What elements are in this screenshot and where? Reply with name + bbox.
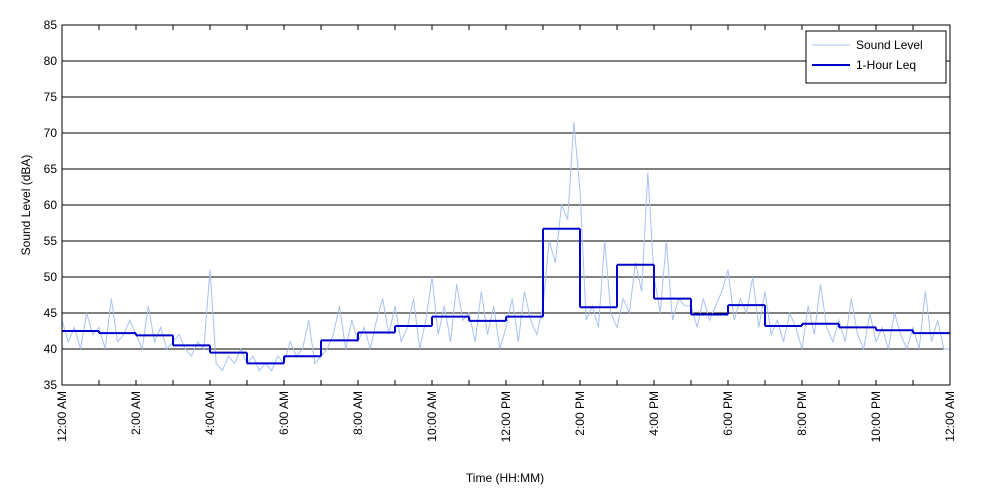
- y-tick-label: 40: [44, 342, 58, 356]
- y-tick-label: 60: [44, 198, 58, 212]
- y-axis-label: Sound Level (dBA): [19, 155, 33, 256]
- y-tick-label: 50: [44, 270, 58, 284]
- y-tick-label: 45: [44, 306, 58, 320]
- x-tick-label: 12:00 PM: [499, 391, 513, 442]
- x-tick-label: 8:00 AM: [351, 391, 365, 435]
- legend-label: 1-Hour Leq: [856, 58, 916, 72]
- x-tick-label: 2:00 PM: [573, 391, 587, 436]
- x-axis-label: Time (HH:MM): [466, 471, 544, 485]
- line-series: [61, 122, 950, 372]
- legend: Sound Level 1-Hour Leq: [805, 30, 947, 84]
- x-tick-label: 2:00 AM: [129, 391, 143, 435]
- x-tick-label: 12:00 AM: [943, 391, 957, 442]
- x-tick-label: 6:00 AM: [277, 391, 291, 435]
- x-tick-label: 8:00 PM: [795, 391, 809, 436]
- x-tick-label: 6:00 PM: [721, 391, 735, 436]
- x-tick-label: 12:00 AM: [55, 391, 69, 442]
- y-tick-label: 70: [44, 126, 58, 140]
- y-tick-label: 85: [44, 18, 58, 32]
- y-tick-label: 65: [44, 162, 58, 176]
- y-tick-label: 75: [44, 90, 58, 104]
- plot-area: [61, 122, 950, 372]
- legend-box: [805, 30, 947, 84]
- x-tick-label: 4:00 PM: [647, 391, 661, 436]
- x-tick-label: 10:00 PM: [869, 391, 883, 442]
- legend-label: Sound Level: [856, 38, 923, 52]
- x-tick-label: 10:00 AM: [425, 391, 439, 442]
- y-tick-label: 35: [44, 378, 58, 392]
- y-tick-label: 80: [44, 54, 58, 68]
- y-tick-label: 55: [44, 234, 58, 248]
- x-tick-label: 4:00 AM: [203, 391, 217, 435]
